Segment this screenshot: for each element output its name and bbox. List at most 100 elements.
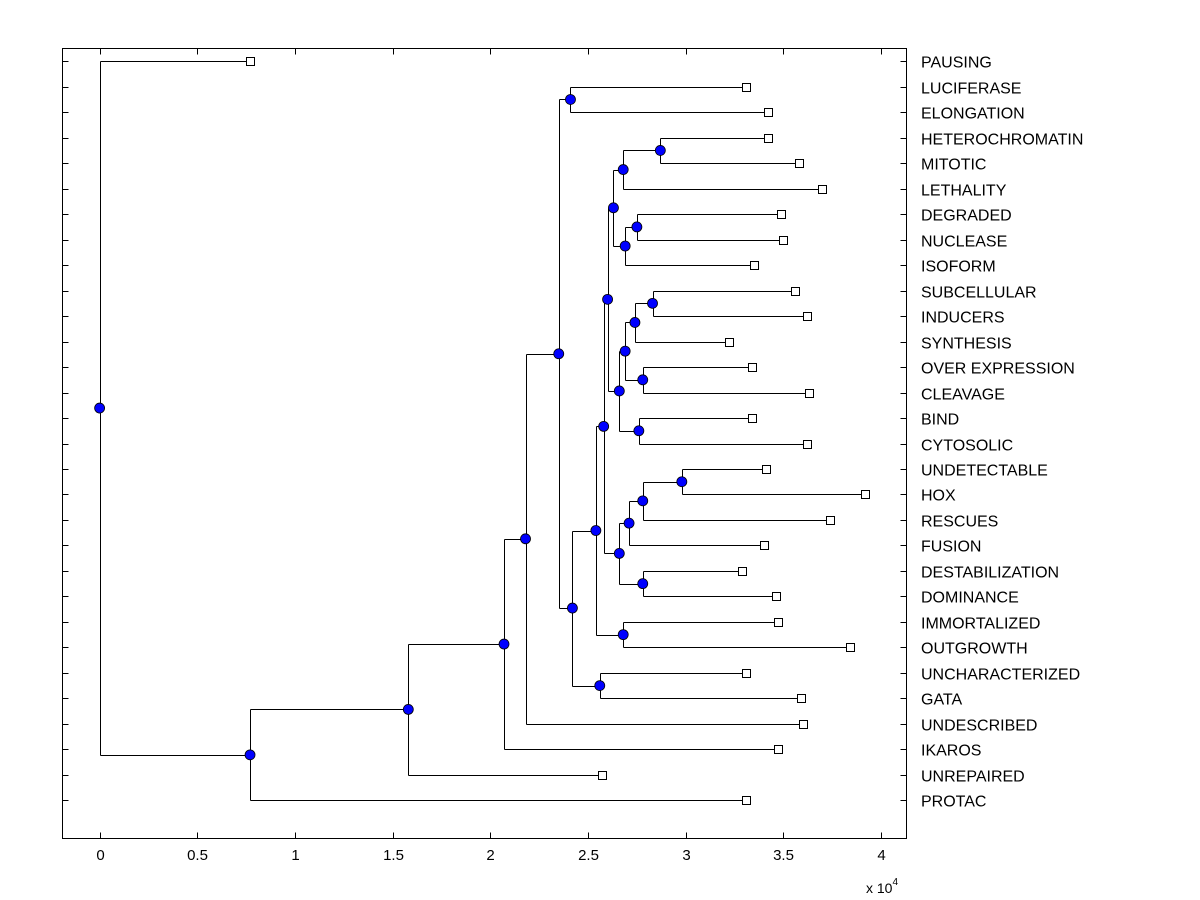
leaf-label-22: IMMORTALIZED — [921, 616, 1040, 633]
x-multiplier-label: x 104 — [866, 877, 898, 896]
node-marker-n13 — [567, 602, 578, 614]
leaf-marker-25 — [797, 694, 806, 703]
leaf-marker-29 — [742, 796, 751, 805]
leaf-marker-11 — [725, 338, 734, 347]
leaf-label-13: CLEAVAGE — [921, 387, 1005, 404]
leaf-label-28: UNREPAIRED — [921, 769, 1025, 786]
leaf-marker-10 — [803, 312, 812, 321]
leaf-label-3: HETEROCHROMATIN — [921, 132, 1083, 149]
node-marker-n6 — [553, 348, 565, 360]
leaf-label-15: CYTOSOLIC — [921, 438, 1013, 455]
leaf-marker-4 — [795, 159, 804, 168]
x-tick-label-1: 0.5 — [187, 847, 208, 864]
leaf-label-8: ISOFORM — [921, 259, 996, 276]
node-marker-n26 — [647, 297, 658, 309]
node-markers — [94, 94, 688, 761]
x-tick-label-0: 0 — [96, 847, 104, 864]
leaf-marker-17 — [861, 490, 870, 499]
x-multiplier-exponent: 4 — [892, 877, 898, 888]
leaf-label-16: UNDETECTABLE — [921, 463, 1048, 480]
node-marker-n23 — [637, 374, 649, 386]
leaf-label-4: MITOTIC — [921, 157, 986, 174]
leaf-marker-24 — [742, 669, 751, 678]
leaf-label-27: IKAROS — [921, 743, 981, 760]
leaf-markers — [246, 57, 870, 805]
leaf-marker-3 — [764, 134, 773, 143]
leaf-marker-7 — [779, 236, 788, 245]
leaf-marker-14 — [748, 414, 757, 423]
leaf-marker-26 — [799, 720, 808, 729]
leaf-marker-5 — [818, 185, 827, 194]
leaf-marker-13 — [805, 389, 814, 398]
node-marker-n21 — [623, 517, 635, 529]
x-multiplier-base: x 10 — [866, 880, 893, 896]
leaf-marker-19 — [760, 541, 769, 550]
node-marker-n11 — [619, 240, 631, 252]
node-marker-n28 — [637, 495, 649, 507]
leaf-marker-20 — [738, 567, 747, 576]
leaf-label-1: LUCIFERASE — [921, 81, 1021, 98]
leaf-label-12: OVER EXPRESSION — [921, 361, 1075, 378]
leaf-label-14: BIND — [921, 412, 959, 429]
leaf-label-9: SUBCELLULAR — [921, 285, 1037, 302]
node-marker-n22 — [629, 317, 641, 328]
leaf-label-2: ELONGATION — [921, 106, 1025, 123]
node-marker-n3 — [402, 704, 414, 715]
leaf-marker-18 — [826, 516, 835, 525]
x-tick-label-3: 1.5 — [383, 847, 404, 864]
leaf-marker-28 — [598, 771, 607, 780]
leaf-label-21: DOMINANCE — [921, 590, 1019, 607]
leaf-label-26: UNDESCRIBED — [921, 718, 1037, 735]
leaf-label-25: GATA — [921, 692, 963, 709]
leaf-marker-27 — [774, 745, 783, 754]
node-marker-n24 — [617, 629, 629, 641]
node-marker-n29 — [676, 476, 688, 488]
node-marker-n20 — [613, 547, 625, 559]
node-marker-n9 — [617, 164, 629, 175]
leaf-label-10: INDUCERS — [921, 310, 1005, 327]
leaf-label-23: OUTGROWTH — [921, 641, 1028, 658]
node-marker-n15 — [598, 420, 610, 432]
node-marker-n16 — [602, 293, 613, 305]
node-marker-n27 — [637, 578, 649, 590]
x-tick-label-5: 2.5 — [578, 847, 599, 864]
leaf-label-29: PROTAC — [921, 794, 986, 811]
node-marker-n25 — [594, 680, 606, 691]
x-tick-label-7: 3.5 — [773, 847, 794, 864]
leaf-marker-16 — [762, 465, 771, 474]
leaf-marker-1 — [742, 83, 751, 92]
leaf-label-17: HOX — [921, 488, 956, 505]
node-marker-n14 — [590, 525, 602, 536]
node-marker-n5 — [520, 533, 531, 545]
node-marker-n7 — [565, 94, 576, 105]
leaf-label-19: FUSION — [921, 539, 981, 556]
node-marker-n19 — [633, 425, 645, 437]
leaf-marker-8 — [750, 261, 759, 270]
leaf-labels: PAUSING LUCIFERASE ELONGATION HETEROCHROMAT… — [921, 55, 1083, 811]
x-tick-label-6: 3 — [682, 847, 690, 864]
x-tick-label-8: 4 — [877, 847, 885, 864]
x-tick-label-4: 2 — [486, 847, 494, 864]
leaf-label-0: PAUSING — [921, 55, 992, 72]
leaf-marker-12 — [748, 363, 757, 372]
leaf-label-24: UNCHARACTERIZED — [921, 667, 1080, 684]
plot-frame — [62, 48, 907, 839]
leaf-label-5: LETHALITY — [921, 183, 1007, 200]
leaf-marker-15 — [803, 440, 812, 449]
y-axis-ticks — [62, 61, 907, 801]
x-tick-label-2: 1 — [291, 847, 299, 864]
node-marker-n17 — [613, 385, 625, 397]
node-marker-n2 — [244, 749, 256, 761]
leaf-marker-2 — [764, 108, 773, 117]
leaf-label-11: SYNTHESIS — [921, 336, 1012, 353]
node-marker-n1 — [94, 402, 106, 414]
leaf-marker-6 — [777, 210, 786, 219]
leaf-marker-21 — [772, 592, 781, 601]
node-marker-n18 — [619, 345, 631, 357]
node-marker-n8 — [608, 202, 619, 214]
node-marker-n12 — [631, 221, 643, 233]
node-marker-n4 — [498, 638, 510, 650]
node-marker-n10 — [654, 145, 666, 156]
leaf-marker-0 — [246, 57, 255, 66]
